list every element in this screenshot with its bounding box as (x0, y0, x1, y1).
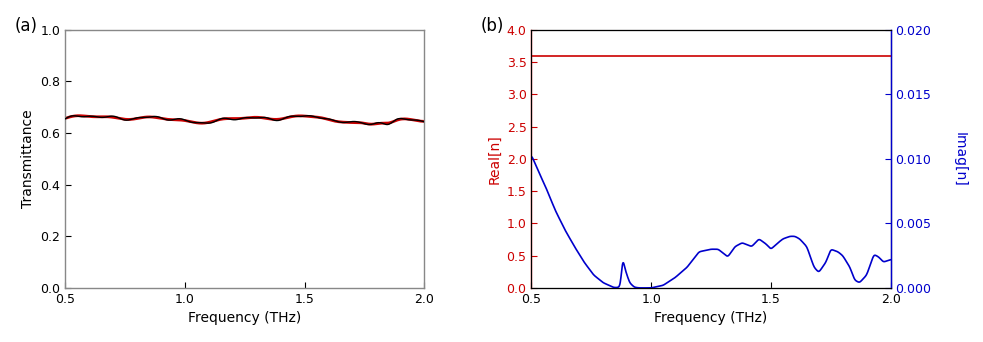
Y-axis label: Imag[n]: Imag[n] (953, 132, 966, 186)
Text: (a): (a) (15, 17, 38, 35)
Text: (b): (b) (481, 17, 504, 35)
Y-axis label: Transmittance: Transmittance (21, 109, 34, 208)
X-axis label: Frequency (THz): Frequency (THz) (188, 311, 302, 325)
X-axis label: Frequency (THz): Frequency (THz) (655, 311, 768, 325)
Y-axis label: Real[n]: Real[n] (487, 134, 501, 184)
